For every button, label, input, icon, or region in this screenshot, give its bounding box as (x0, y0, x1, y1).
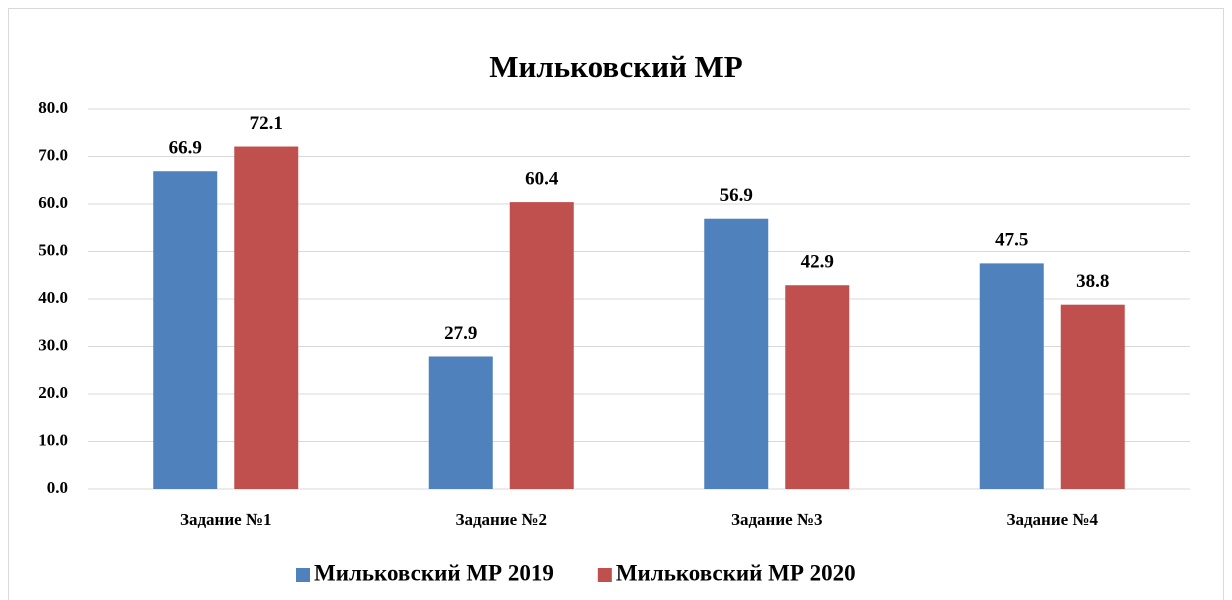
legend-swatch (296, 568, 310, 582)
data-label: 72.1 (250, 113, 283, 134)
x-tick-label: Задание №1 (180, 510, 272, 529)
data-label: 60.4 (525, 168, 559, 189)
bar (704, 218, 769, 489)
y-tick-label: 10.0 (38, 430, 68, 449)
data-label: 38.8 (1076, 271, 1109, 292)
y-tick-label: 70.0 (38, 145, 68, 164)
y-tick-label: 50.0 (38, 240, 68, 259)
y-tick-label: 20.0 (38, 383, 68, 402)
x-tick-label: Задание №2 (455, 510, 547, 529)
data-label: 56.9 (720, 185, 753, 206)
bar (979, 263, 1044, 489)
x-tick-label: Задание №4 (1006, 510, 1098, 529)
bar (1060, 304, 1125, 489)
y-tick-label: 30.0 (38, 335, 68, 354)
x-tick-label: Задание №3 (731, 510, 823, 529)
legend-label: Мильковский МР 2020 (616, 560, 856, 585)
data-label: 27.9 (444, 323, 477, 344)
chart-title: Мильковский МР (489, 49, 743, 84)
data-label: 42.9 (801, 252, 834, 273)
data-label: 47.5 (995, 230, 1028, 251)
y-tick-label: 0.0 (47, 478, 68, 497)
bar (785, 285, 850, 489)
bar (234, 146, 299, 489)
bar (428, 356, 493, 489)
legend-label: Мильковский МР 2019 (314, 560, 554, 585)
y-tick-label: 60.0 (38, 193, 68, 212)
y-tick-label: 40.0 (38, 288, 68, 307)
bar (509, 202, 574, 489)
y-tick-label: 80.0 (38, 98, 68, 117)
data-label: 66.9 (169, 138, 202, 159)
legend-swatch (597, 568, 612, 582)
bar (153, 171, 218, 489)
